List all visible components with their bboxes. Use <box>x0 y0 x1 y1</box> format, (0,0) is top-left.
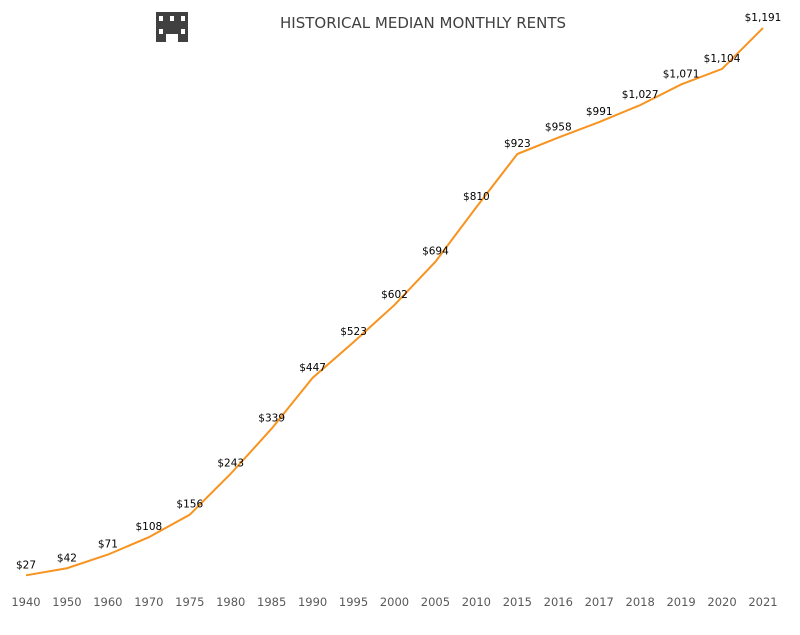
data-label: $447 <box>299 362 326 374</box>
x-tick-label: 1940 <box>11 595 40 609</box>
x-tick-label: 1990 <box>298 595 327 609</box>
x-tick-label: 2015 <box>503 595 532 609</box>
data-label: $1,027 <box>622 89 659 101</box>
x-tick-label: 1960 <box>93 595 122 609</box>
x-tick-label: 2005 <box>421 595 450 609</box>
x-tick-label: 1970 <box>134 595 163 609</box>
x-tick-label: 2017 <box>585 595 614 609</box>
data-label: $991 <box>586 106 613 118</box>
data-label: $923 <box>504 138 531 150</box>
series-line <box>25 27 764 577</box>
x-tick-label: 1985 <box>257 595 286 609</box>
data-label: $1,104 <box>704 53 741 65</box>
data-label: $958 <box>545 122 572 134</box>
data-label: $1,191 <box>745 12 782 24</box>
x-tick-label: 2019 <box>666 595 695 609</box>
x-tick-label: 2000 <box>380 595 409 609</box>
x-tick-label: 2016 <box>544 595 573 609</box>
building-icon <box>156 12 188 42</box>
chart-title: HISTORICAL MEDIAN MONTHLY RENTS <box>280 14 567 32</box>
x-tick-label: 2010 <box>462 595 491 609</box>
data-label: $42 <box>57 552 77 564</box>
x-tick-label: 2018 <box>626 595 655 609</box>
x-tick-label: 1995 <box>339 595 368 609</box>
data-label: $243 <box>217 458 244 470</box>
data-label: $108 <box>135 521 162 533</box>
x-tick-label: 2020 <box>707 595 736 609</box>
x-tick-label: 1950 <box>52 595 81 609</box>
x-tick-label: 1980 <box>216 595 245 609</box>
data-label: $156 <box>176 499 203 511</box>
data-label: $523 <box>340 326 367 338</box>
data-label: $339 <box>258 413 285 425</box>
data-label: $27 <box>16 559 36 571</box>
data-label: $810 <box>463 191 490 203</box>
data-label: $602 <box>381 289 408 301</box>
data-label: $694 <box>422 246 449 258</box>
x-tick-label: 1975 <box>175 595 204 609</box>
data-label: $71 <box>98 539 118 551</box>
data-label: $1,071 <box>663 68 700 80</box>
x-tick-label: 2021 <box>748 595 777 609</box>
